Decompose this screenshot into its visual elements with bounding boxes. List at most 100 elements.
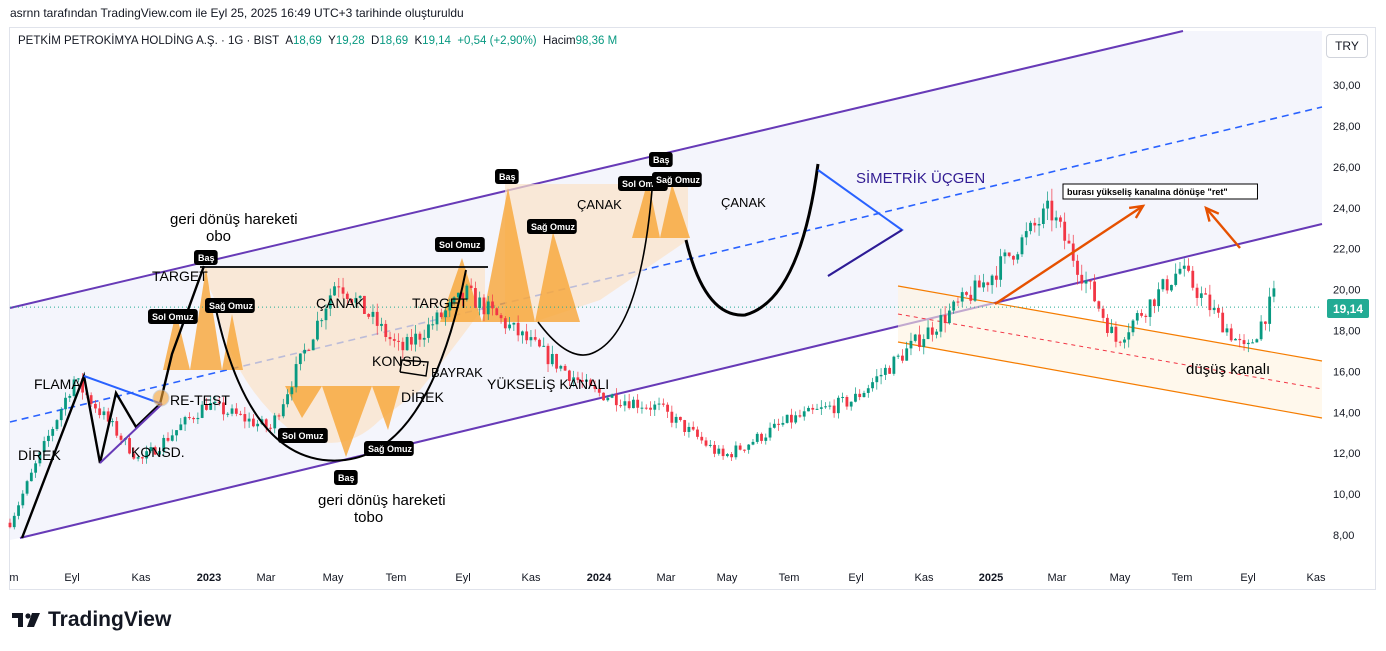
candle-234	[1007, 252, 1011, 258]
candle-67	[294, 356, 298, 393]
candle-body	[708, 444, 712, 446]
candle-235	[1012, 255, 1015, 266]
candle-172	[743, 449, 746, 453]
candle-body	[948, 310, 951, 324]
x-tick-label: Mar	[257, 572, 276, 584]
candle-body	[1093, 281, 1096, 302]
candle-body	[333, 286, 336, 296]
tradingview-logo-text: TradingView	[48, 608, 172, 631]
candle-body	[456, 292, 460, 298]
candle-body	[115, 421, 119, 436]
candle-body	[363, 295, 366, 314]
candle-190	[819, 400, 823, 415]
candle-146	[632, 396, 635, 409]
candle-body	[482, 297, 486, 315]
candle-body	[849, 401, 853, 407]
candle-75	[328, 288, 332, 317]
candle-body	[397, 340, 400, 342]
candle-body	[657, 403, 661, 405]
candle-198	[854, 387, 857, 403]
candle-151	[653, 400, 657, 416]
candle-252	[1084, 271, 1088, 294]
candle-body	[1063, 221, 1067, 241]
candle-body	[1178, 268, 1182, 274]
annotation-9: ÇANAK	[316, 295, 365, 311]
candle-body	[794, 415, 798, 423]
candle-247	[1063, 212, 1067, 250]
candle-5	[29, 468, 33, 482]
volume-label: Hacim	[543, 35, 576, 47]
symbol-legend[interactable]: PETKİM PETROKİMYA HOLDİNG A.Ş. · 1G · BI…	[18, 35, 617, 47]
candle-295	[1268, 287, 1272, 332]
candle-body	[239, 413, 242, 415]
annotation-8-line2: obo	[206, 228, 231, 245]
candle-body	[1234, 338, 1237, 341]
candle-body	[1054, 217, 1058, 221]
candle-74	[324, 304, 328, 330]
x-tick-label: 2023	[197, 572, 221, 584]
candle-body	[209, 403, 213, 410]
candle-72	[316, 311, 319, 342]
candle-202	[871, 377, 874, 392]
candle-122	[529, 329, 533, 347]
candle-113	[491, 294, 494, 316]
candle-body	[559, 365, 563, 369]
y-tick-label: 24,00	[1333, 203, 1361, 215]
candle-layer	[8, 188, 1276, 530]
candle-126	[546, 343, 550, 373]
candle-body	[743, 449, 746, 451]
candle-9	[47, 429, 50, 447]
candle-154	[666, 402, 669, 418]
candle-body	[405, 337, 409, 351]
candle-body	[55, 420, 59, 430]
candle-body	[196, 417, 200, 420]
candle-body	[256, 423, 260, 427]
candle-273	[1174, 263, 1178, 287]
ihs-right-shoulder	[372, 386, 400, 430]
symbol-name[interactable]: PETKİM PETROKİMYA HOLDİNG A.Ş. · 1G · BI…	[18, 35, 279, 47]
annotation-29: düşüş kanalı	[1186, 361, 1270, 378]
candle-197	[849, 401, 853, 411]
annotation-18: Sol Omuz	[435, 237, 485, 252]
candle-body	[883, 367, 887, 375]
candle-239	[1029, 220, 1032, 235]
retest-marker	[152, 389, 170, 407]
candle-body	[538, 339, 541, 347]
candle-body	[512, 322, 516, 325]
candle-133	[576, 371, 580, 384]
currency-button[interactable]: TRY	[1326, 34, 1368, 58]
candle-225	[969, 286, 973, 305]
candle-32	[145, 445, 149, 464]
candle-body	[1148, 299, 1152, 317]
candle-body	[550, 353, 554, 365]
candle-body	[555, 353, 558, 369]
candle-90	[392, 333, 396, 348]
candle-body	[328, 295, 332, 309]
candle-221	[952, 299, 956, 314]
y-tick-label: 20,00	[1333, 285, 1361, 297]
hs-left-shoulder-2024	[632, 180, 660, 238]
tradingview-logo[interactable]: TradingView	[10, 608, 171, 632]
candle-body	[892, 356, 896, 374]
candle-56	[247, 412, 251, 428]
y-tick-label: 18,00	[1333, 326, 1361, 338]
candle-body	[1020, 237, 1024, 255]
candle-body	[922, 339, 926, 347]
candle-93	[405, 333, 409, 351]
candle-body	[807, 407, 810, 412]
candle-body	[1016, 254, 1020, 260]
candle-217	[935, 328, 938, 339]
channel-lower-line	[19, 223, 1323, 539]
candle-265	[1140, 309, 1143, 318]
hs-right-shoulder-2022	[222, 314, 243, 370]
candle-body	[1046, 200, 1050, 209]
candle-body	[1195, 287, 1199, 298]
candle-236	[1016, 251, 1020, 264]
annotation-19-text: Baş	[499, 172, 516, 182]
candle-body	[1123, 339, 1126, 343]
candle-7	[38, 451, 42, 467]
candle-body	[926, 327, 930, 340]
candle-201	[866, 384, 870, 398]
candle-218	[939, 308, 943, 338]
